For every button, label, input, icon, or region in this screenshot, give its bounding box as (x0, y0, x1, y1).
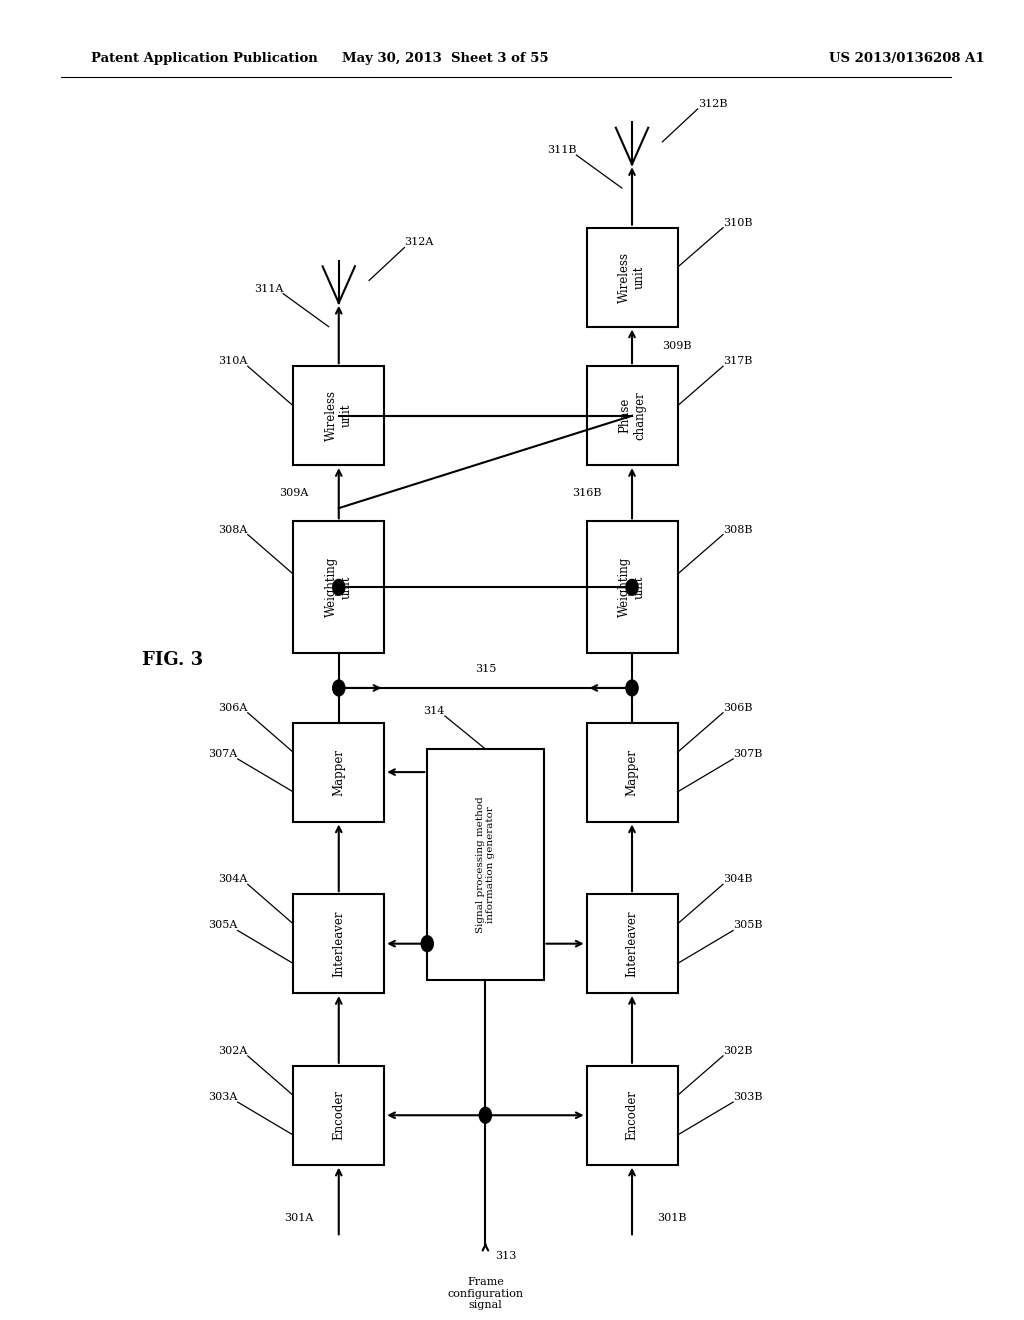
Text: 312B: 312B (697, 99, 727, 108)
Bar (427, 748, 544, 979)
Text: 303B: 303B (733, 1092, 763, 1102)
Text: 303A: 303A (208, 1092, 238, 1102)
Text: Weighting
unit: Weighting unit (325, 557, 352, 618)
Bar (587, 1065, 678, 1164)
Text: 311B: 311B (547, 145, 577, 154)
Bar (293, 366, 384, 465)
Circle shape (333, 579, 345, 595)
Text: Encoder: Encoder (332, 1090, 345, 1140)
Circle shape (479, 1107, 492, 1123)
Circle shape (421, 936, 433, 952)
Text: 316B: 316B (572, 488, 602, 498)
Text: 315: 315 (475, 664, 497, 675)
Text: Signal processing method
information generator: Signal processing method information gen… (476, 796, 495, 933)
Text: 317B: 317B (723, 356, 753, 366)
Text: 306B: 306B (723, 702, 753, 713)
Bar (587, 227, 678, 326)
Text: 305B: 305B (733, 920, 763, 931)
Text: 310A: 310A (218, 356, 248, 366)
Text: Patent Application Publication: Patent Application Publication (91, 51, 317, 65)
Bar (587, 894, 678, 993)
Bar (293, 894, 384, 993)
Text: 308A: 308A (218, 524, 248, 535)
Text: Mapper: Mapper (626, 748, 639, 796)
Text: 307A: 307A (209, 748, 238, 759)
Text: US 2013/0136208 A1: US 2013/0136208 A1 (829, 51, 985, 65)
Text: 308B: 308B (723, 524, 753, 535)
Text: 313: 313 (496, 1250, 517, 1261)
Bar (293, 521, 384, 653)
Text: Interleaver: Interleaver (626, 911, 639, 977)
Circle shape (626, 579, 638, 595)
Text: 312A: 312A (404, 238, 434, 247)
Text: Mapper: Mapper (332, 748, 345, 796)
Text: 309B: 309B (663, 342, 692, 351)
Text: 306A: 306A (218, 702, 248, 713)
Text: 314: 314 (424, 706, 445, 715)
Text: 310B: 310B (723, 218, 753, 227)
Text: 309A: 309A (280, 488, 308, 498)
Bar (293, 722, 384, 821)
Text: 301A: 301A (284, 1213, 313, 1222)
Text: Wireless
unit: Wireless unit (325, 391, 352, 441)
Text: 302B: 302B (723, 1045, 753, 1056)
Text: 311A: 311A (254, 284, 284, 293)
Circle shape (333, 680, 345, 696)
Text: 302A: 302A (218, 1045, 248, 1056)
Text: 305A: 305A (208, 920, 238, 931)
Bar (587, 366, 678, 465)
Bar (587, 722, 678, 821)
Text: Interleaver: Interleaver (332, 911, 345, 977)
Text: Phase
changer: Phase changer (618, 391, 646, 440)
Text: Frame
configuration
signal: Frame configuration signal (447, 1276, 523, 1311)
Text: 301B: 301B (657, 1213, 687, 1222)
Text: Encoder: Encoder (626, 1090, 639, 1140)
Bar (293, 1065, 384, 1164)
Text: Weighting
unit: Weighting unit (618, 557, 646, 618)
Text: FIG. 3: FIG. 3 (141, 651, 203, 669)
Text: Wireless
unit: Wireless unit (618, 252, 646, 302)
Text: 304B: 304B (723, 874, 753, 884)
Bar (587, 521, 678, 653)
Text: 304A: 304A (218, 874, 248, 884)
Circle shape (626, 680, 638, 696)
Text: May 30, 2013  Sheet 3 of 55: May 30, 2013 Sheet 3 of 55 (342, 51, 548, 65)
Text: 307B: 307B (733, 748, 763, 759)
